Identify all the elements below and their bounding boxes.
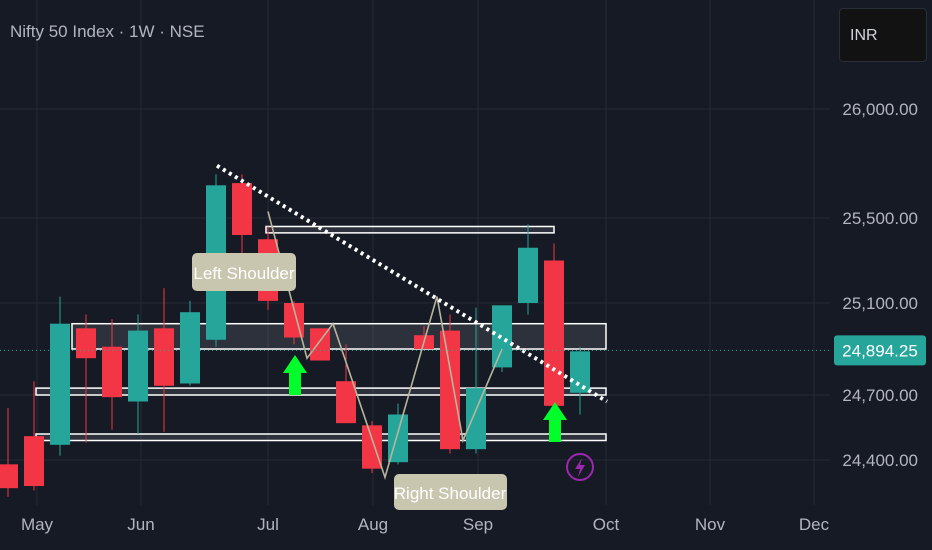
right-shoulder-label: Right Shoulder (394, 484, 507, 503)
signal-arrows (283, 355, 567, 442)
zone-rectangle (71, 322, 607, 350)
buy-arrow (283, 355, 307, 395)
buy-arrow (543, 402, 567, 442)
x-tick-label: May (21, 515, 54, 534)
left-shoulder-label: Left Shoulder (193, 264, 294, 283)
x-tick-label: Oct (593, 515, 620, 534)
candle-body (24, 436, 44, 486)
candle-body (50, 323, 70, 445)
trendline (215, 163, 609, 404)
candle-body (128, 330, 148, 402)
y-tick-label: 24,700.00 (842, 386, 918, 405)
x-tick-label: Aug (358, 515, 388, 534)
chart-grid (0, 0, 830, 505)
candle-body (310, 328, 330, 361)
left-shoulder-label-box (192, 253, 296, 291)
x-tick-label: Jul (257, 515, 279, 534)
y-tick-label: 24,400.00 (842, 451, 918, 470)
currency-button[interactable]: INR (839, 8, 927, 62)
candle-body (336, 381, 356, 424)
current-price-label: 24,894.25 (842, 341, 918, 360)
x-tick-label: Nov (695, 515, 726, 534)
candle-body (466, 388, 486, 450)
y-axis: 26,000.00 25,500.00 25,100.00 24,700.00 24,4… (842, 100, 918, 470)
x-tick-label: Dec (799, 515, 830, 534)
current-price-tag (834, 335, 926, 366)
x-axis: May Jun Jul Aug Sep Oct Nov Dec (21, 515, 830, 534)
candle-body (232, 183, 252, 235)
candle-body (440, 330, 460, 450)
x-tick-label: Jun (127, 515, 154, 534)
pattern-overlay (215, 163, 609, 481)
zone-rectangle (35, 387, 607, 396)
candle-body (154, 328, 174, 386)
chart-title: Nifty 50 Index · 1W · NSE (10, 22, 205, 41)
candle-body (76, 328, 96, 359)
candle-body (518, 247, 538, 303)
candle-body (570, 351, 590, 393)
candle-body (180, 312, 200, 384)
right-shoulder-label-box (394, 474, 507, 510)
head-and-shoulders-line (267, 211, 503, 481)
zone-rectangle (35, 433, 607, 442)
current-price: 24,894.25 (0, 335, 926, 366)
y-tick-label: 25,500.00 (842, 209, 918, 228)
candle-body (362, 425, 382, 469)
lightning-icon (575, 458, 585, 477)
y-tick-label: 26,000.00 (842, 100, 918, 119)
candle-body (544, 260, 564, 406)
x-tick-label: Sep (463, 515, 493, 534)
lightning-badge (566, 453, 594, 481)
candle-body (102, 346, 122, 398)
y-tick-label: 25,100.00 (842, 294, 918, 313)
candle-body (492, 305, 512, 368)
pattern-labels: Left Shoulder Right Shoulder (192, 253, 594, 510)
zone-rectangle (265, 225, 555, 234)
candle-body (0, 464, 18, 489)
